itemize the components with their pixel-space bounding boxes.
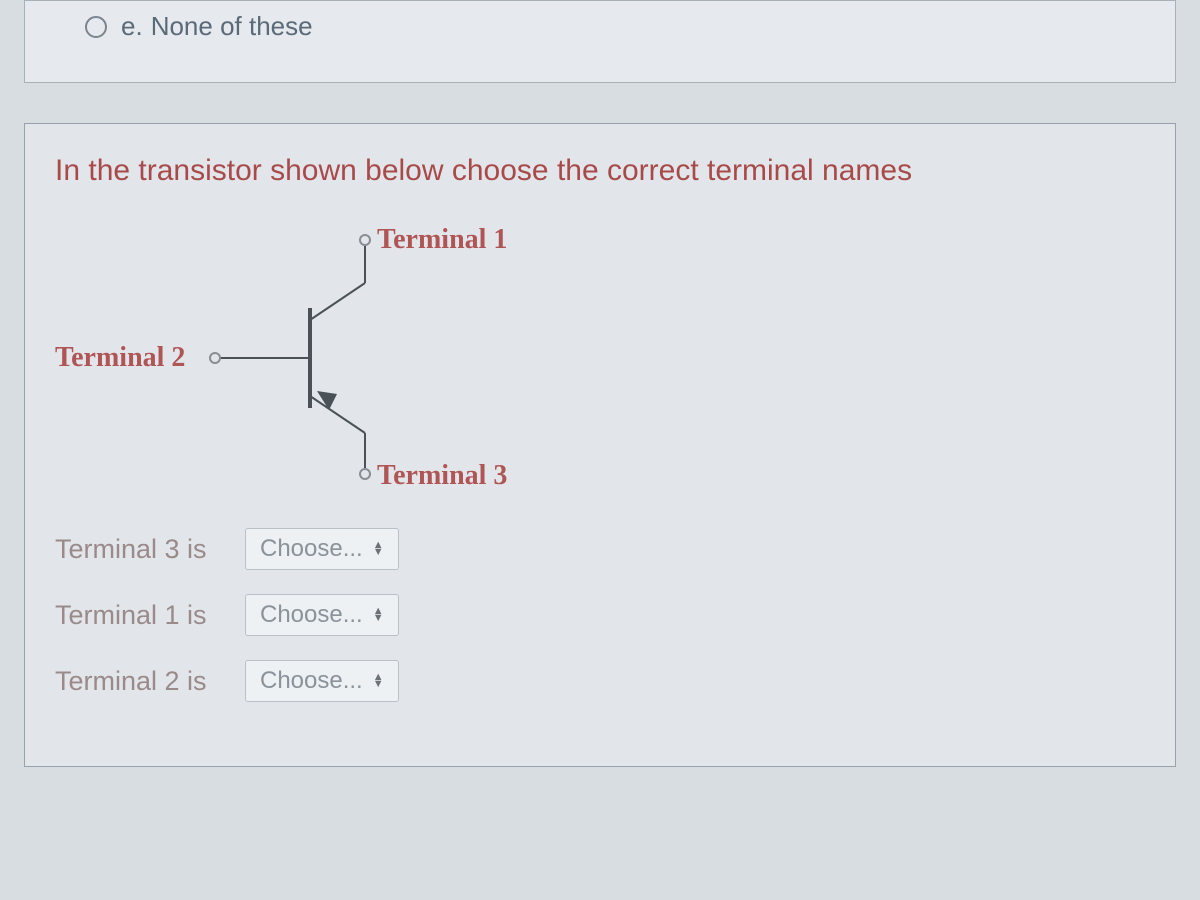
question-prompt: In the transistor shown below choose the…: [55, 154, 1145, 188]
option-letter: e.: [121, 11, 143, 42]
select-terminal1[interactable]: Choose... ▲▼: [245, 594, 399, 636]
terminal-2-label: Terminal 2: [55, 342, 185, 374]
answer-row-terminal3: Terminal 3 is Choose... ▲▼: [55, 528, 1145, 570]
select-terminal3[interactable]: Choose... ▲▼: [245, 528, 399, 570]
updown-icon: ▲▼: [373, 608, 384, 622]
radio-icon: [85, 16, 107, 38]
answer-rows: Terminal 3 is Choose... ▲▼ Terminal 1 is…: [55, 528, 1145, 702]
answer-label: Terminal 2 is: [55, 666, 245, 697]
answer-row-terminal2: Terminal 2 is Choose... ▲▼: [55, 660, 1145, 702]
previous-question-box: e. None of these: [24, 0, 1176, 83]
question-box: In the transistor shown below choose the…: [24, 123, 1176, 767]
terminal-3-label: Terminal 3: [377, 460, 507, 492]
select-placeholder: Choose...: [260, 667, 363, 695]
select-terminal2[interactable]: Choose... ▲▼: [245, 660, 399, 702]
answer-row-terminal1: Terminal 1 is Choose... ▲▼: [55, 594, 1145, 636]
terminal-1-label: Terminal 1: [377, 224, 507, 256]
updown-icon: ▲▼: [373, 542, 384, 556]
select-placeholder: Choose...: [260, 601, 363, 629]
option-text: None of these: [151, 11, 313, 42]
transistor-diagram: Terminal 1 Terminal 2 Terminal 3: [55, 208, 555, 508]
answer-label: Terminal 3 is: [55, 534, 245, 565]
updown-icon: ▲▼: [373, 674, 384, 688]
radio-option-e[interactable]: e. None of these: [25, 3, 1175, 52]
select-placeholder: Choose...: [260, 535, 363, 563]
answer-label: Terminal 1 is: [55, 600, 245, 631]
